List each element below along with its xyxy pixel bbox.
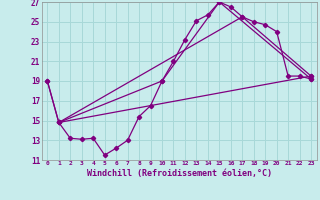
X-axis label: Windchill (Refroidissement éolien,°C): Windchill (Refroidissement éolien,°C) <box>87 169 272 178</box>
